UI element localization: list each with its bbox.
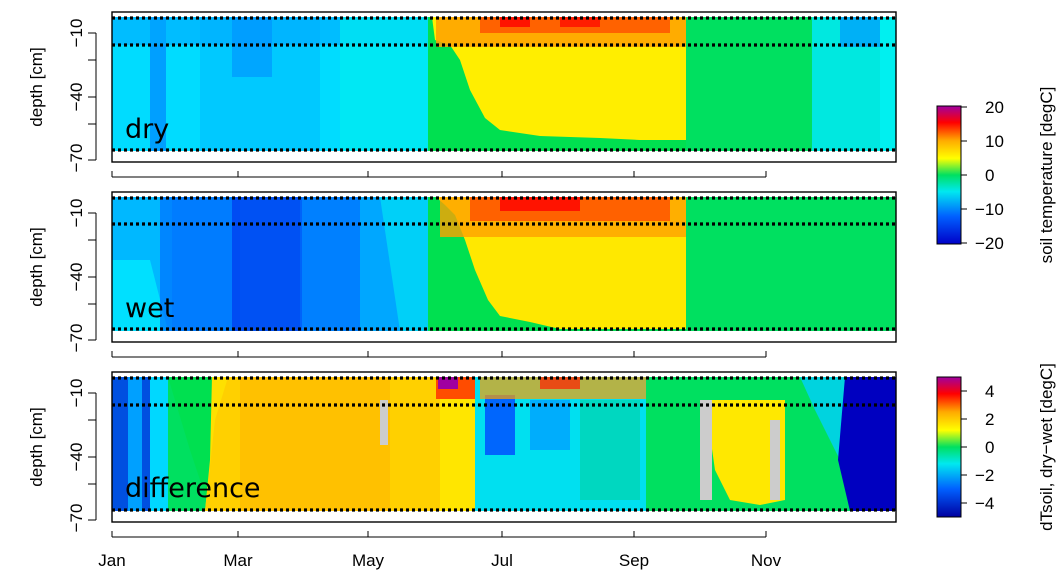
x-axis-ticks-wet — [111, 351, 767, 358]
panel-difference: difference −10 −40 −70 depth [cm] Jan Ma… — [27, 371, 897, 570]
heatmap-dry — [112, 17, 896, 151]
panel-label-difference: difference — [125, 473, 261, 504]
heatmap-difference — [112, 377, 896, 511]
y-tick-label: −10 — [67, 379, 86, 408]
colorbar-tick-label: 0 — [985, 438, 994, 457]
x-tick-label: May — [352, 551, 385, 570]
colorbar-tick-label: −20 — [975, 234, 1004, 253]
y-axis-title: depth [cm] — [27, 47, 46, 126]
y-tick-label: −40 — [67, 443, 86, 472]
colorbar-tick-label: −10 — [975, 200, 1004, 219]
heatmap-wet — [112, 197, 896, 331]
panel-frame-dry — [111, 11, 897, 163]
x-tick-label: Jul — [491, 551, 513, 570]
colorbar-difference-label: dTsoil, dry−wet [degC] — [1037, 363, 1056, 531]
y-tick-label: −70 — [67, 144, 86, 173]
colorbar-tick-label: 20 — [985, 98, 1004, 117]
y-tick-label: −10 — [67, 19, 86, 48]
y-axis-dry: −10 −40 −70 depth [cm] — [27, 19, 97, 173]
x-axis-ticks-dry — [111, 171, 767, 178]
y-tick-label: −40 — [67, 263, 86, 292]
y-tick-label: −40 — [67, 83, 86, 112]
x-tick-label: Jan — [98, 551, 125, 570]
panel-frame-wet — [111, 191, 897, 343]
y-tick-label: −10 — [67, 199, 86, 228]
colorbar-tick-label: 2 — [985, 410, 994, 429]
x-tick-label: Nov — [751, 551, 782, 570]
y-axis-title: depth [cm] — [27, 407, 46, 486]
panel-label-wet: wet — [125, 293, 174, 324]
colorbar-temperature-ramp — [936, 105, 962, 245]
y-axis-wet: −10 −40 −70 depth [cm] — [27, 199, 97, 353]
colorbar-temperature-label: soil temperature [degC] — [1037, 87, 1056, 264]
x-tick-label: Mar — [223, 551, 253, 570]
x-tick-label: Sep — [619, 551, 649, 570]
y-axis-title: depth [cm] — [27, 227, 46, 306]
panel-wet: wet −10 −40 −70 depth [cm] — [27, 191, 897, 358]
colorbar-tick-label: 10 — [985, 132, 1004, 151]
colorbar-temperature: 20 10 0 −10 −20 soil temperature [degC] — [936, 87, 1056, 264]
colorbar-tick-label: 4 — [985, 382, 994, 401]
colorbar-tick-label: 0 — [985, 166, 994, 185]
panel-dry: dry −10 −40 −70 depth [cm] — [27, 11, 897, 178]
x-axis-difference: Jan Mar May Jul Sep Nov — [98, 531, 782, 570]
y-tick-label: −70 — [67, 504, 86, 533]
colorbar-tick-label: −2 — [975, 466, 994, 485]
colorbar-difference: 4 2 0 −2 −4 dTsoil, dry−wet [degC] — [936, 363, 1056, 531]
colorbar-difference-ramp — [936, 376, 962, 518]
y-axis-difference: −10 −40 −70 depth [cm] — [27, 379, 97, 533]
colorbar-tick-label: −4 — [975, 494, 994, 513]
panel-frame-difference — [111, 371, 897, 523]
panel-label-dry: dry — [125, 114, 169, 145]
y-tick-label: −70 — [67, 324, 86, 353]
